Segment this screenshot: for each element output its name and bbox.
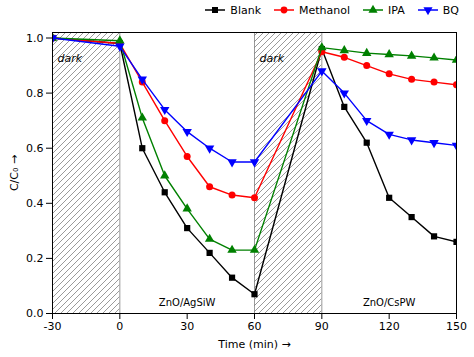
svg-text:30: 30	[180, 320, 194, 333]
svg-text:dark: dark	[260, 52, 285, 65]
svg-text:90: 90	[315, 320, 329, 333]
svg-text:0.4: 0.4	[26, 197, 44, 210]
html-text:Blank: Blank	[230, 3, 261, 17]
svg-text:0.8: 0.8	[26, 87, 44, 100]
svg-text:60: 60	[248, 320, 262, 333]
svg-text:ZnO/AgSiW: ZnO/AgSiW	[159, 297, 216, 308]
svg-text:150: 150	[446, 320, 467, 333]
svg-text:120: 120	[379, 320, 400, 333]
svg-text:ZnO/CsPW: ZnO/CsPW	[363, 297, 416, 308]
svg-text:0.0: 0.0	[26, 307, 44, 320]
svg-text:Time (min) →: Time (min) →	[217, 338, 290, 351]
html-text:BQ: BQ	[442, 3, 459, 17]
html-text:IPA: IPA	[388, 3, 405, 17]
svg-text:dark: dark	[58, 52, 83, 65]
svg-text:0: 0	[116, 320, 123, 333]
svg-text:0.6: 0.6	[26, 142, 44, 155]
svg-text:C/C₀ →: C/C₀ →	[8, 155, 21, 191]
html-text:Methanol: Methanol	[299, 3, 351, 17]
svg-text:-30: -30	[44, 320, 62, 333]
svg-text:0.2: 0.2	[26, 252, 44, 265]
svg-text:1.0: 1.0	[26, 32, 44, 45]
